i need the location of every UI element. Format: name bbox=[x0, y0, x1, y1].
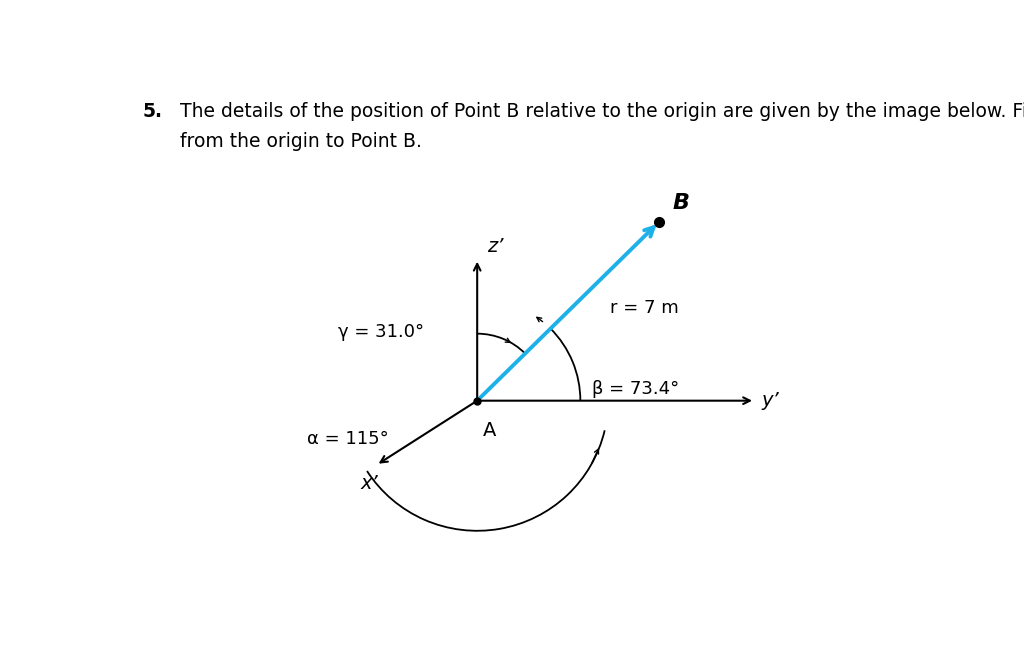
Text: x’: x’ bbox=[360, 474, 379, 494]
Text: r = 7 m: r = 7 m bbox=[610, 299, 679, 316]
Text: from the origin to Point B.: from the origin to Point B. bbox=[179, 132, 422, 151]
Text: β = 73.4°: β = 73.4° bbox=[592, 380, 680, 398]
Text: z’: z’ bbox=[486, 238, 503, 256]
Text: α = 115°: α = 115° bbox=[306, 430, 388, 447]
Text: 5.: 5. bbox=[142, 102, 162, 121]
Text: γ = 31.0°: γ = 31.0° bbox=[338, 323, 424, 342]
Text: y’: y’ bbox=[761, 392, 779, 410]
Text: B: B bbox=[673, 193, 690, 213]
Text: The details of the position of Point B relative to the origin are given by the i: The details of the position of Point B r… bbox=[179, 102, 1024, 121]
Text: A: A bbox=[482, 421, 496, 440]
